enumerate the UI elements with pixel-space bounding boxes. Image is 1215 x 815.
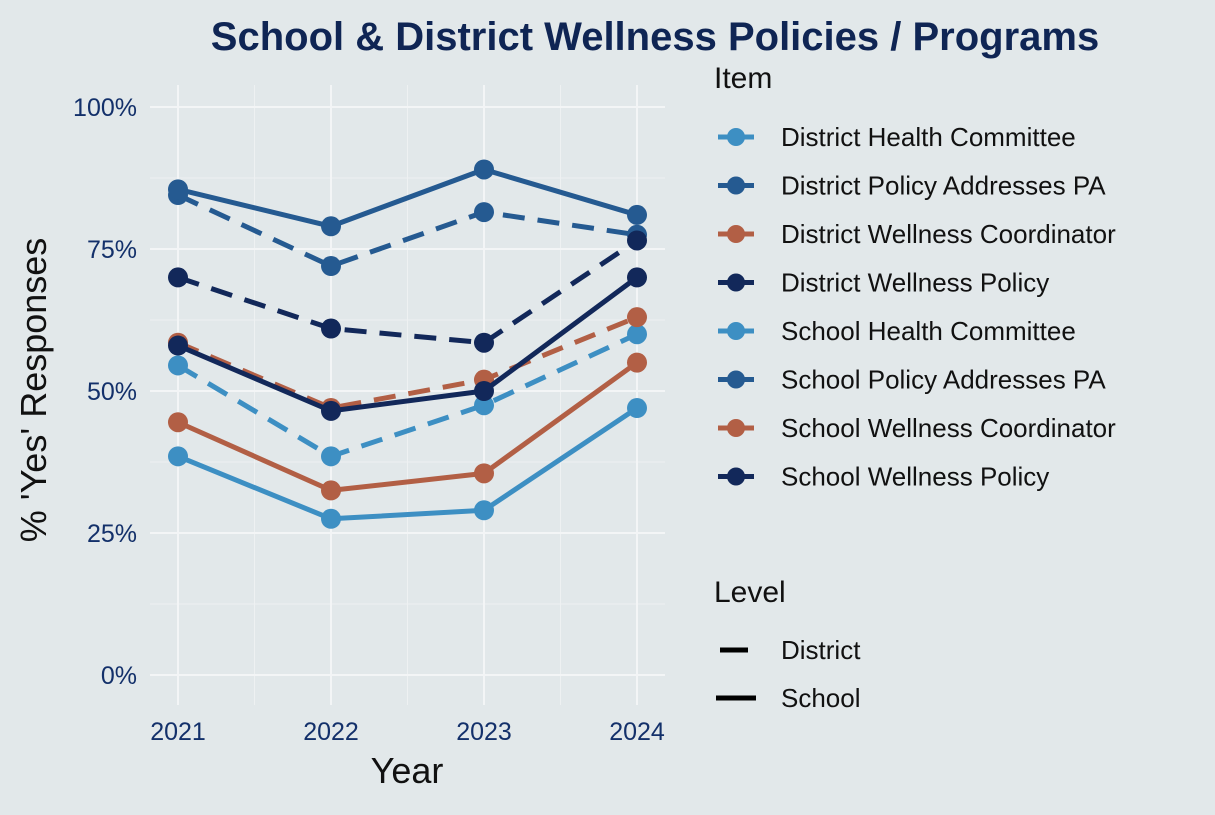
legend-item: School Wellness Coordinator (718, 413, 1116, 443)
legend-label: School Health Committee (781, 316, 1076, 346)
data-point (321, 216, 341, 237)
data-point (474, 463, 494, 484)
data-point (627, 398, 647, 419)
data-point (627, 204, 647, 225)
data-point (168, 335, 188, 356)
legend-label: District Health Committee (781, 122, 1076, 152)
data-point (168, 412, 188, 433)
legend-level-label: School (781, 683, 861, 713)
data-point (168, 446, 188, 467)
legend-item: District Wellness Coordinator (718, 219, 1116, 249)
legend-items: District Health Committee District Policy… (718, 122, 1116, 492)
data-point (627, 307, 647, 328)
data-point (627, 324, 647, 345)
legend-item: District Health Committee (718, 122, 1076, 152)
legend: Item District Health Committee District P… (714, 62, 1116, 713)
series-line (176, 192, 638, 269)
legend-label: School Wellness Coordinator (781, 413, 1116, 443)
series-line (177, 275, 639, 414)
legend-swatch-point (727, 370, 745, 389)
data-point (168, 179, 188, 200)
legend-item: District Policy Addresses PA (718, 171, 1106, 201)
legend-level-label: District (781, 635, 861, 665)
data-point (627, 352, 647, 373)
legend-item: School Wellness Policy (718, 462, 1049, 492)
y-tick-label: 100% (73, 94, 137, 122)
y-tick-label: 75% (87, 236, 137, 264)
data-point (321, 480, 341, 501)
legend-item-title: Item (714, 62, 772, 95)
series-district-wellness-policy (168, 230, 647, 353)
data-point (474, 500, 494, 521)
legend-swatch-point (727, 128, 745, 146)
y-axis-ticks: 0% 25% 50% 75% 100% (73, 94, 137, 690)
data-point (321, 256, 341, 277)
series-line (176, 360, 639, 493)
legend-item: District Wellness Policy (718, 268, 1049, 298)
data-point (474, 395, 494, 416)
data-point (321, 400, 341, 421)
data-point (474, 381, 494, 401)
series-school-health-committee (168, 398, 647, 529)
legend-swatch-point (727, 322, 745, 340)
legend-levels: District School (716, 635, 861, 713)
data-point (474, 159, 494, 180)
legend-level-title: Level (714, 576, 786, 609)
data-point (474, 202, 494, 223)
x-tick-label: 2023 (456, 718, 512, 746)
series-line (176, 331, 639, 459)
y-tick-label: 50% (87, 378, 137, 406)
series-school-wellness-coordinator (168, 352, 647, 501)
data-point (321, 318, 341, 339)
legend-swatch-point (727, 467, 745, 486)
legend-item: School Health Committee (718, 316, 1076, 346)
series-school-wellness-policy (168, 267, 647, 421)
x-axis-ticks: 2021 2022 2023 2024 (150, 718, 665, 746)
data-point (321, 508, 341, 529)
x-tick-label: 2021 (150, 718, 206, 746)
legend-label: District Wellness Policy (781, 268, 1049, 298)
data-point (321, 446, 341, 467)
y-tick-label: 25% (87, 520, 137, 548)
legend-swatch-point (727, 225, 745, 243)
legend-label: School Policy Addresses PA (781, 365, 1106, 395)
series-line (177, 166, 638, 229)
series-lines (168, 159, 647, 529)
legend-level-item: School (716, 683, 861, 713)
chart-title: School & District Wellness Policies / Pr… (211, 15, 1099, 59)
series-district-health-committee (168, 324, 647, 467)
series-school-policy-addresses-pa (168, 159, 647, 237)
series-line (177, 314, 638, 411)
data-point (627, 230, 647, 251)
legend-level-item: District (720, 635, 861, 665)
data-point (474, 332, 494, 353)
data-point (168, 355, 188, 376)
legend-label: School Wellness Policy (781, 462, 1049, 492)
legend-label: District Wellness Coordinator (781, 219, 1116, 249)
x-tick-label: 2024 (609, 718, 665, 746)
series-line (177, 238, 639, 346)
data-point (627, 267, 647, 288)
plot-grid (150, 85, 665, 705)
series-line (177, 405, 639, 522)
legend-label: District Policy Addresses PA (781, 171, 1106, 201)
legend-swatch-point (727, 419, 745, 437)
x-tick-label: 2022 (303, 718, 359, 746)
y-tick-label: 0% (101, 662, 137, 690)
legend-item: School Policy Addresses PA (718, 365, 1106, 395)
x-axis-title: Year (371, 750, 444, 791)
data-point (168, 267, 188, 288)
legend-swatch-point (727, 176, 745, 195)
legend-swatch-point (727, 273, 745, 292)
y-axis-title: % 'Yes' Responses (13, 238, 54, 543)
